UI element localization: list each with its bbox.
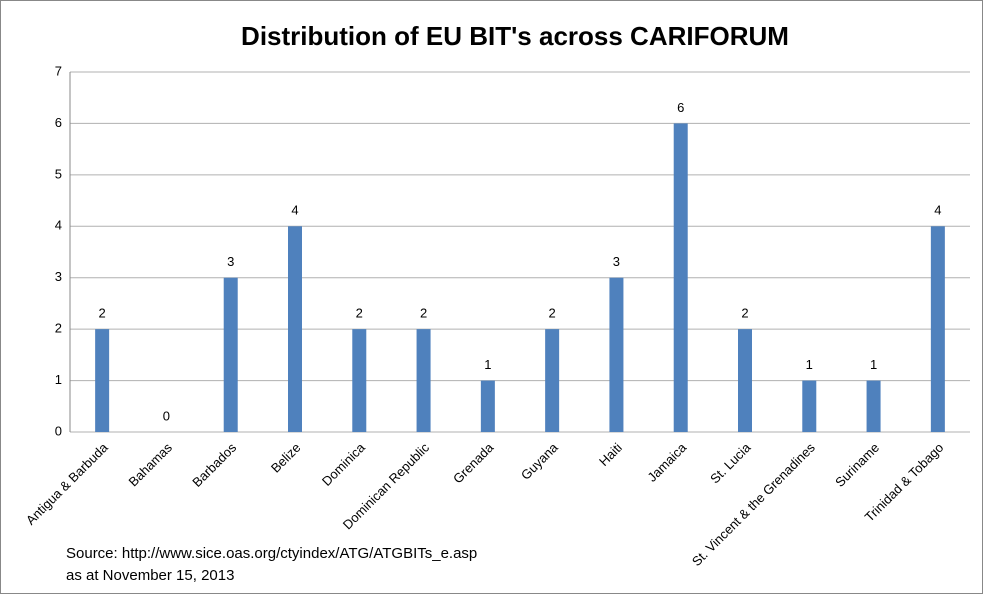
bar: [288, 226, 302, 432]
bar: [416, 329, 431, 432]
y-tick-label: 1: [55, 372, 62, 387]
y-tick-label: 6: [55, 115, 62, 130]
data-label: 4: [291, 203, 298, 218]
data-label: 4: [934, 203, 941, 218]
source-note: Source: http://www.sice.oas.org/ctyindex…: [66, 545, 477, 562]
y-tick-label: 3: [55, 269, 62, 284]
bar: [352, 329, 367, 432]
data-label: 2: [420, 306, 427, 321]
y-tick-label: 4: [55, 218, 62, 233]
bar: [738, 329, 752, 432]
bar: [802, 380, 817, 432]
data-label: 1: [870, 357, 877, 372]
source-date: as at November 15, 2013: [66, 567, 234, 584]
data-label: 2: [99, 306, 106, 321]
bar: [866, 380, 881, 432]
y-tick-label: 0: [55, 423, 62, 438]
bar: [223, 277, 238, 432]
bar: [609, 277, 624, 432]
data-label: 3: [227, 254, 234, 269]
y-tick-label: 2: [55, 321, 62, 336]
data-label: 6: [677, 100, 684, 115]
bar: [545, 329, 560, 432]
bar: [673, 123, 688, 432]
data-label: 0: [163, 408, 170, 423]
data-label: 1: [484, 357, 491, 372]
data-label: 1: [806, 357, 813, 372]
y-tick-label: 5: [55, 166, 62, 181]
data-label: 3: [613, 254, 620, 269]
bar: [480, 380, 495, 432]
bar: [930, 226, 945, 432]
y-tick-label: 7: [55, 63, 62, 78]
bar: [95, 329, 110, 432]
chart-title: Distribution of EU BIT's across CARIFORU…: [241, 21, 789, 51]
data-label: 2: [549, 306, 556, 321]
data-label: 2: [356, 306, 363, 321]
data-label: 2: [741, 306, 748, 321]
